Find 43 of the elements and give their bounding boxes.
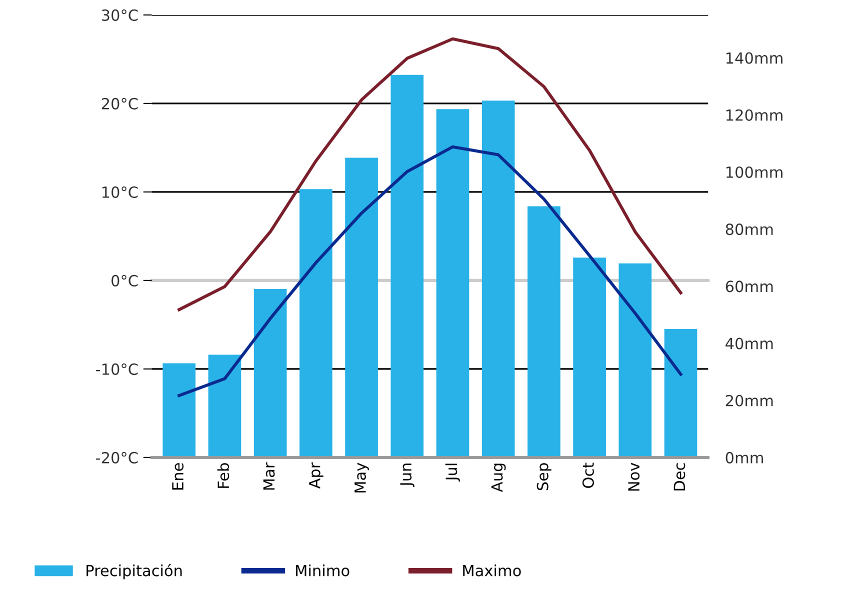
y2-tick-label: 0mm <box>726 452 763 464</box>
y2-tick-label: 140mm <box>726 52 782 64</box>
bar <box>162 363 196 458</box>
y-tick-label: 20°C <box>102 98 138 110</box>
y2-tick-label: 120mm <box>726 109 782 121</box>
x-tick-label: Mar <box>263 462 275 490</box>
bar <box>254 289 287 458</box>
x-tick-label: Feb <box>217 463 230 488</box>
x-tick-label: Apr <box>308 462 324 489</box>
y-tick-label: -10°C <box>96 363 138 375</box>
x-tick-label: Sep <box>536 463 552 490</box>
bar <box>573 258 606 458</box>
bar <box>436 109 470 458</box>
bar <box>528 206 560 458</box>
x-tick-label: Nov <box>628 462 640 491</box>
y-tick-label: 30°C <box>102 9 138 21</box>
bar <box>300 189 332 458</box>
legend-label: Precipitación <box>86 564 182 580</box>
y2-tick-label: 20mm <box>726 394 773 406</box>
bar <box>390 74 424 458</box>
x-tick-label: Jul <box>445 464 460 482</box>
x-tick-label: May <box>354 462 369 492</box>
y2-tick-label: 80mm <box>726 224 773 236</box>
x-tick-label: Oct <box>582 462 594 488</box>
line-series <box>178 37 682 312</box>
x-tick-label: Ene <box>172 463 184 490</box>
line-series <box>178 145 682 398</box>
legend-label: Minimo <box>296 564 350 576</box>
y-tick-label: -20°C <box>96 452 138 464</box>
x-tick-label: Aug <box>491 464 506 492</box>
bar <box>345 158 378 458</box>
y2-tick-label: 100mm <box>726 166 782 178</box>
bar <box>664 328 698 458</box>
y-tick-label: 0°C <box>112 274 138 286</box>
x-tick-label: Jun <box>400 464 414 487</box>
legend-label: Maximo <box>463 564 521 576</box>
bar <box>618 263 652 458</box>
y2-tick-label: 60mm <box>726 280 773 292</box>
y-tick-label: 10°C <box>102 186 138 198</box>
y2-tick-label: 40mm <box>726 338 773 350</box>
x-tick-label: Dec <box>674 463 686 490</box>
bar <box>208 354 242 458</box>
bar <box>482 100 515 458</box>
